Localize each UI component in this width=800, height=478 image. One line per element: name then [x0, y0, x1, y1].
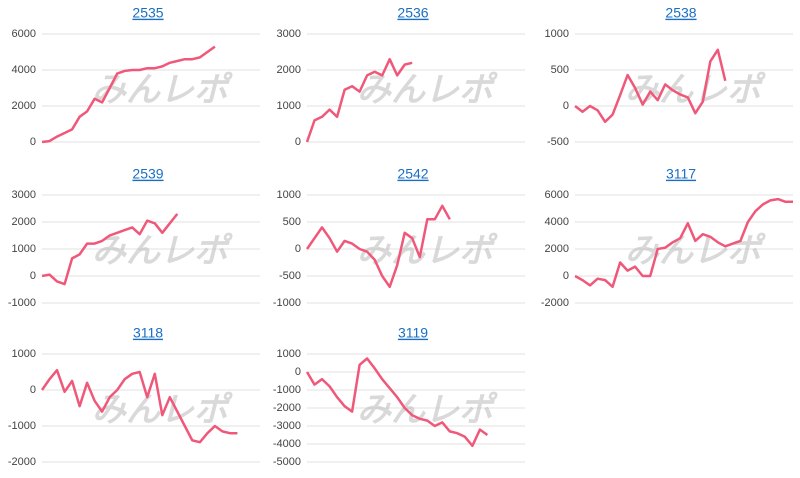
watermark: みんレポ: [92, 71, 233, 109]
y-tick-label: 2000: [12, 100, 36, 112]
y-tick-label: 4000: [12, 64, 36, 76]
y-tick-label: -2000: [541, 297, 569, 309]
y-tick-label: -500: [547, 136, 569, 148]
y-tick-label: 500: [283, 216, 301, 228]
chart-title[interactable]: 2536: [397, 5, 428, 21]
data-line: [305, 204, 451, 289]
y-tick-label: 2000: [277, 64, 301, 76]
y-tick-label: 1000: [277, 348, 301, 360]
y-tick-label: 0: [295, 366, 301, 378]
y-tick-label: 0: [563, 270, 569, 282]
y-tick-label: 0: [563, 100, 569, 112]
y-tick-label: 1000: [545, 28, 569, 40]
y-tick-label: 1000: [277, 100, 301, 112]
chart-title[interactable]: 3119: [398, 325, 428, 341]
chart-title[interactable]: 2542: [397, 166, 428, 182]
data-line: [40, 368, 238, 444]
y-tick-label: 1000: [277, 189, 301, 201]
watermark: みんレポ: [357, 71, 498, 109]
y-tick-label: -3000: [273, 420, 301, 432]
y-tick-label: -1000: [273, 384, 301, 396]
y-tick-label: 0: [295, 136, 301, 148]
watermark: みんレポ: [625, 71, 766, 109]
y-tick-label: 0: [30, 136, 36, 148]
y-tick-label: 3000: [12, 189, 36, 201]
y-tick-label: -1000: [273, 297, 301, 309]
y-tick-label: 500: [551, 64, 569, 76]
y-tick-label: 4000: [545, 216, 569, 228]
chart-title[interactable]: 2535: [132, 5, 163, 21]
data-line: [305, 357, 489, 448]
data-line: [574, 48, 727, 124]
chart-title[interactable]: 3118: [133, 325, 163, 341]
y-tick-label: 2000: [12, 216, 36, 228]
y-tick-label: -5000: [273, 456, 301, 468]
y-tick-label: -500: [279, 270, 301, 282]
data-line: [574, 197, 793, 289]
y-tick-label: -1000: [8, 297, 36, 309]
chart-title[interactable]: 3117: [666, 166, 696, 182]
watermark: みんレポ: [92, 232, 233, 270]
y-tick-label: 3000: [277, 28, 301, 40]
y-tick-label: 2000: [545, 243, 569, 255]
y-tick-label: 6000: [12, 28, 36, 40]
y-tick-label: 6000: [545, 189, 569, 201]
y-tick-label: 0: [30, 384, 36, 396]
watermark: みんレポ: [357, 391, 498, 429]
chart-title[interactable]: 2539: [132, 166, 163, 182]
y-tick-label: 0: [30, 270, 36, 282]
y-tick-label: -2000: [273, 402, 301, 414]
y-tick-label: -1000: [8, 420, 36, 432]
y-tick-label: -2000: [8, 456, 36, 468]
y-tick-label: 1000: [12, 348, 36, 360]
watermark: みんレポ: [625, 232, 766, 270]
y-tick-label: -4000: [273, 438, 301, 450]
data-line: [41, 45, 216, 144]
y-tick-label: 0: [295, 243, 301, 255]
chart-title[interactable]: 2538: [665, 5, 696, 21]
data-line: [305, 57, 413, 143]
data-line: [41, 213, 179, 286]
y-tick-label: 1000: [12, 243, 36, 255]
watermark: みんレポ: [357, 232, 498, 270]
